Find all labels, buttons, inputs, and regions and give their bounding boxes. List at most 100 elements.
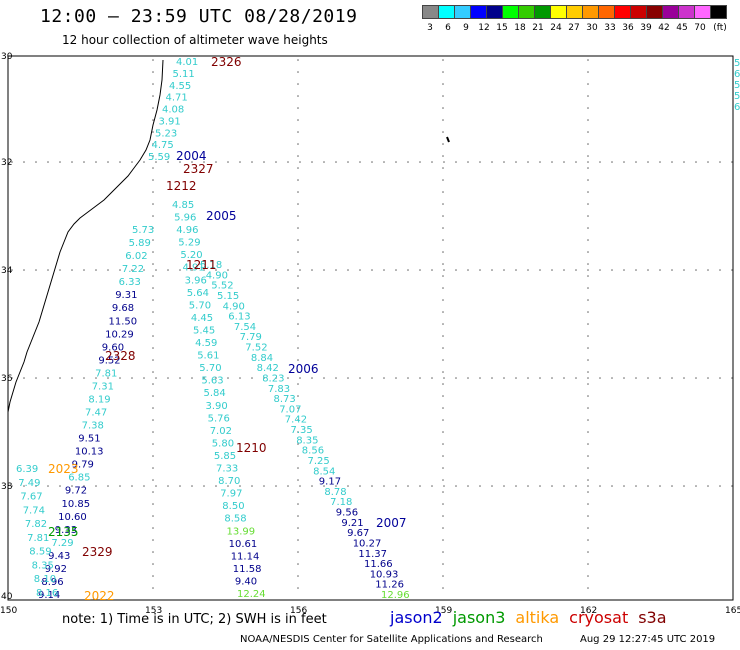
grid-dot — [297, 155, 299, 157]
obs-value-track-c: 8.56 — [302, 446, 324, 457]
grid-dot — [335, 377, 337, 379]
grid-dot — [587, 203, 589, 205]
grid-dot — [215, 485, 217, 487]
grid-dot — [297, 323, 299, 325]
grid-dot — [152, 383, 154, 385]
grid-dot — [179, 485, 181, 487]
grid-dot — [623, 377, 625, 379]
grid-dot — [683, 161, 685, 163]
grid-dot — [297, 131, 299, 133]
obs-value-track-c: 9.17 — [319, 477, 341, 488]
grid-dot — [527, 485, 529, 487]
grid-dot — [297, 503, 299, 505]
grid-dot — [297, 215, 299, 217]
grid-dot — [152, 479, 154, 481]
obs-value-track-d: 7.47 — [85, 408, 107, 419]
obs-value-track-d: 7.81 — [95, 368, 117, 379]
grid-dot — [455, 161, 457, 163]
grid-dot — [587, 377, 589, 379]
map-frame — [7, 55, 734, 601]
grid-dot — [671, 377, 673, 379]
grid-dot — [35, 269, 37, 271]
grid-dot — [287, 161, 289, 163]
grid-dot — [442, 371, 444, 373]
grid-dot — [587, 335, 589, 337]
grid-dot — [539, 485, 541, 487]
grid-dot — [442, 419, 444, 421]
grid-dot — [323, 485, 325, 487]
grid-dot — [442, 335, 444, 337]
obs-value-track-a: 4.08 — [162, 105, 184, 116]
obs-value-track-d: 7.38 — [82, 421, 104, 432]
grid-dot — [167, 377, 169, 379]
legend-label: 9 — [463, 23, 469, 33]
legend-label: 27 — [568, 23, 580, 33]
grid-dot — [407, 377, 409, 379]
obs-value-track-d: 7.22 — [122, 264, 144, 275]
grid-dot — [587, 515, 589, 517]
obs-value-track-c: 5.15 — [217, 291, 239, 302]
grid-dot — [239, 377, 241, 379]
grid-dot — [11, 485, 13, 487]
lat-label: 32 — [1, 158, 12, 168]
grid-dot — [152, 503, 154, 505]
obs-value-track-d: 9.31 — [115, 290, 137, 301]
obs-value-track-c: 8.54 — [313, 466, 335, 477]
grid-dot — [539, 161, 541, 163]
grid-dot — [297, 71, 299, 73]
grid-dot — [587, 191, 589, 193]
obs-value-track-c: 7.42 — [285, 415, 307, 426]
grid-dot — [297, 143, 299, 145]
grid-dot — [107, 161, 109, 163]
grid-dot — [297, 419, 299, 421]
grid-dot — [563, 377, 565, 379]
grid-dot — [587, 131, 589, 133]
grid-dot — [47, 485, 49, 487]
lat-label: 36 — [1, 374, 13, 384]
pass-id-label: 1212 — [166, 179, 197, 193]
grid-dot — [311, 161, 313, 163]
grid-dot — [443, 269, 445, 271]
grid-dot — [152, 107, 154, 109]
grid-dot — [442, 539, 444, 541]
grid-dot — [179, 377, 181, 379]
grid-dot — [297, 575, 299, 577]
grid-dot — [311, 485, 313, 487]
grid-dot — [152, 467, 154, 469]
grid-dot — [143, 161, 145, 163]
grid-dot — [442, 515, 444, 517]
lat-label: 38 — [1, 482, 13, 492]
lon-label: 159 — [435, 606, 452, 616]
grid-dot — [587, 587, 589, 589]
grid-dot — [152, 575, 154, 577]
grid-dot — [551, 161, 553, 163]
grid-dot — [215, 161, 217, 163]
grid-dot — [527, 377, 529, 379]
axis-tick-layer: 30 32 34 36 38 40 150 153 156 159 162 165 — [0, 52, 740, 616]
grid-dot — [107, 377, 109, 379]
grid-dot — [83, 485, 85, 487]
grid-dot — [297, 251, 299, 253]
grid-dot — [587, 95, 589, 97]
grid-dot — [442, 455, 444, 457]
legend-label: 18 — [514, 23, 526, 33]
grid-dot — [47, 377, 49, 379]
grid-dot — [155, 485, 157, 487]
grid-dot — [395, 161, 397, 163]
grid-dot — [599, 269, 601, 271]
grid-dot — [383, 377, 385, 379]
obs-value-track-a: 5.11 — [173, 69, 195, 80]
obs-value-track-b: 5.96 — [174, 213, 196, 224]
grid-dot — [587, 227, 589, 229]
grid-dot — [635, 377, 637, 379]
grid-dot — [152, 155, 154, 157]
grid-dot — [587, 485, 589, 487]
grid-dot — [659, 377, 661, 379]
grid-dot — [587, 179, 589, 181]
obs-value-track-e: 7.81 — [27, 533, 49, 544]
grid-dot — [431, 269, 433, 271]
grid-dot — [155, 161, 157, 163]
grid-dot — [587, 251, 589, 253]
grid-dot — [155, 269, 157, 271]
